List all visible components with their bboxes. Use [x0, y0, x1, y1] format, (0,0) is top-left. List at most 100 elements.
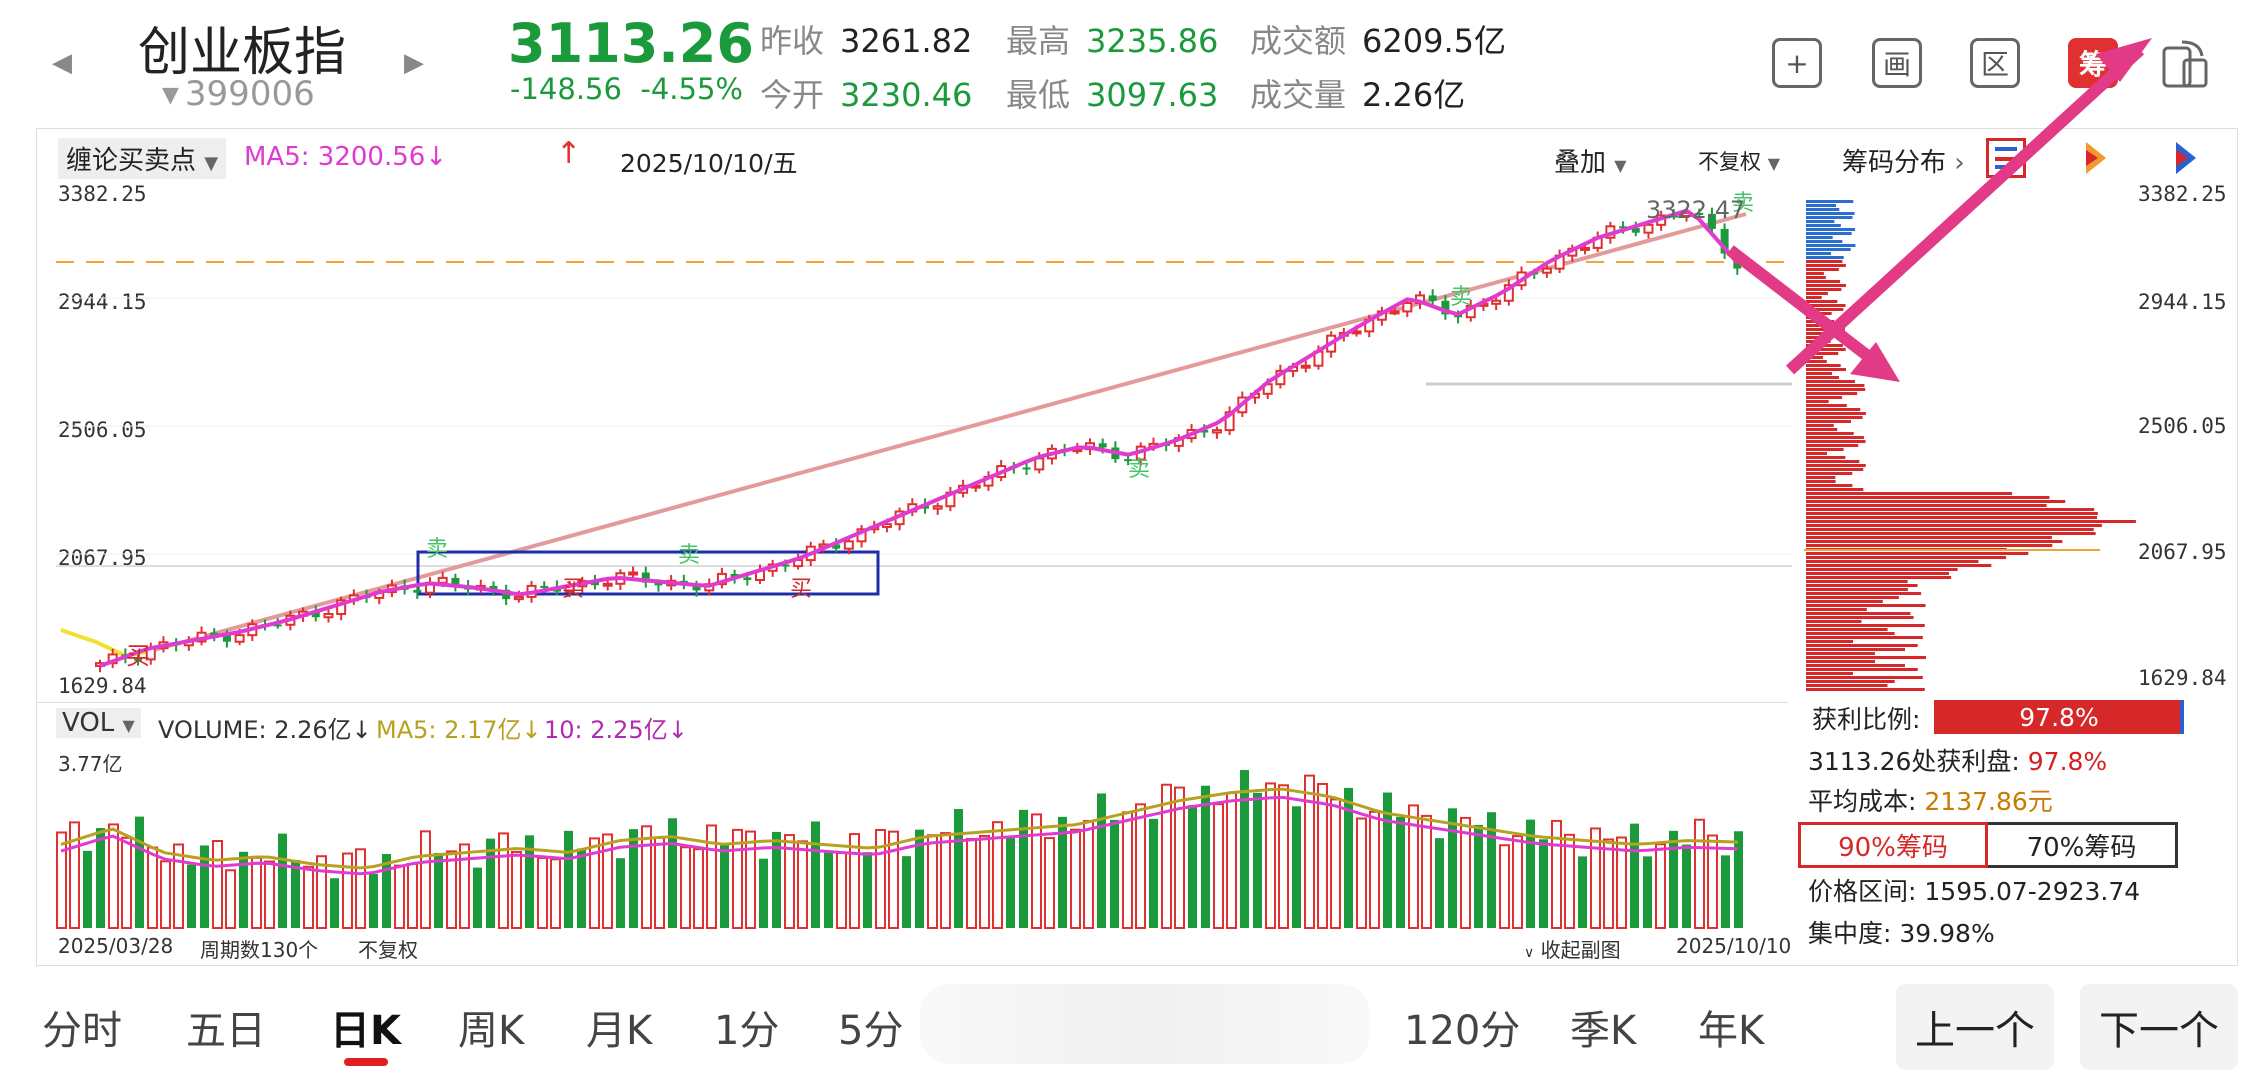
tab-yearly-k[interactable]: 年K	[1698, 1008, 1765, 1054]
chip-bar	[1806, 508, 2095, 511]
indicator-selector[interactable]: 缠论买卖点 ▼	[58, 138, 227, 179]
chevron-down-icon: ▼	[204, 153, 219, 174]
chip-bar	[1806, 676, 1923, 679]
buy-marker-2: 买	[562, 577, 584, 602]
volume-bar	[264, 860, 275, 929]
tab-quarterly-k[interactable]: 季K	[1570, 1008, 1637, 1054]
tab-1min[interactable]: 1分	[714, 1008, 780, 1054]
volume-bar	[616, 858, 625, 928]
volume-max-label: 3.77亿	[58, 752, 123, 776]
candle	[1389, 310, 1400, 315]
chip-bar	[1806, 476, 1836, 479]
volume-bar	[1201, 785, 1210, 928]
candle	[413, 589, 422, 593]
volume-bar	[875, 828, 886, 929]
volume-bar	[1564, 833, 1575, 929]
chip-bar	[1806, 672, 1853, 675]
chip-bar	[1806, 220, 1835, 223]
volume-bar	[992, 821, 1003, 929]
volume-bar	[1070, 828, 1081, 930]
volume-bar	[160, 860, 171, 929]
volume-bar	[720, 845, 729, 928]
volume-bar	[473, 867, 482, 928]
tab-90-chips[interactable]: 90%筹码	[1798, 822, 1988, 868]
volume-bar	[940, 832, 951, 929]
candle	[1643, 223, 1654, 234]
chevron-down-icon: ▼	[162, 83, 179, 108]
overlay-selector[interactable]: 叠加 ▼	[1554, 148, 1627, 178]
candle	[1631, 227, 1640, 233]
tab-120min[interactable]: 120分	[1404, 1008, 1521, 1054]
volume-indicator-selector[interactable]: VOL ▼	[56, 708, 141, 738]
candle	[743, 577, 752, 581]
chip-bar	[1806, 564, 1992, 567]
chip-bar	[1806, 348, 1846, 351]
draw-tool-button[interactable]: 画	[1872, 38, 1922, 88]
chart-frame	[36, 128, 2238, 966]
volume-bar	[537, 856, 548, 929]
y-label-top: 3382.25	[58, 182, 147, 206]
candle	[1541, 267, 1552, 274]
sell-marker: 卖	[426, 537, 448, 562]
chip-bar	[1806, 584, 1918, 587]
volume-bar	[394, 864, 405, 929]
chip-bar	[1806, 396, 1843, 399]
chip-bar	[1806, 208, 1840, 211]
volume-bar	[1655, 843, 1666, 929]
next-stock-arrow-icon[interactable]: ▶	[404, 48, 424, 78]
chip-bar	[1806, 616, 1914, 619]
rotate-screen-icon[interactable]	[2160, 36, 2210, 90]
volume-bar	[1669, 830, 1678, 928]
add-watchlist-button[interactable]: +	[1772, 38, 1822, 88]
volume-bar	[1408, 804, 1419, 929]
consolidation-box	[416, 550, 880, 596]
candlestick-chart[interactable]: 买 买 买 卖 卖 卖 卖 卖 3322.47	[56, 186, 1792, 696]
volume-bar	[1317, 782, 1328, 929]
chip-bar	[1806, 652, 1875, 655]
chip-mode-icon-2-svg	[2086, 142, 2106, 174]
tab-monthly-k[interactable]: 月K	[586, 1008, 653, 1054]
volume-bar	[1603, 838, 1614, 929]
chip-mode-icon-3[interactable]	[2166, 138, 2206, 178]
collapse-subchart-button[interactable]: ∨ 收起副图	[1524, 938, 1621, 962]
volume-bar	[550, 858, 561, 929]
start-date: 2025/03/28	[58, 934, 174, 958]
tab-70-chips[interactable]: 70%筹码	[1988, 822, 2178, 868]
profit-ratio-bar: 97.8%	[1934, 700, 2184, 734]
chip-dist-label[interactable]: 筹码分布 ›	[1842, 148, 1965, 178]
tab-intraday[interactable]: 分时	[42, 1008, 122, 1054]
chip-bar	[1806, 356, 1823, 359]
chip-mode-icon-2[interactable]	[2076, 138, 2116, 178]
prev-stock-button[interactable]: 上一个	[1896, 984, 2054, 1070]
tab-weekly-k[interactable]: 周K	[458, 1008, 525, 1054]
y-label-right-bottom: 1629.84	[2138, 666, 2227, 690]
tab-5min[interactable]: 5分	[838, 1008, 904, 1054]
price-change: -148.56 -4.55%	[510, 72, 743, 106]
chip-bar	[1806, 496, 2050, 499]
volume-bar	[784, 834, 795, 929]
chip-bar	[1806, 668, 1918, 671]
index-code[interactable]: ▼ 399006	[162, 74, 315, 114]
chip-bar	[1806, 284, 1846, 287]
volume-bar	[577, 848, 586, 928]
chip-bar	[1806, 636, 1923, 639]
next-stock-button[interactable]: 下一个	[2080, 984, 2238, 1070]
candle	[932, 505, 943, 510]
chip-bar	[1806, 648, 1906, 651]
volume-bar	[1539, 839, 1548, 928]
zone-stats-button[interactable]: 区	[1970, 38, 2020, 88]
chip-bar	[1806, 492, 2013, 495]
chip-bar	[1806, 460, 1860, 463]
adjust-selector[interactable]: 不复权 ▼	[1698, 150, 1780, 174]
tab-5day[interactable]: 五日	[186, 1008, 266, 1054]
volume-bar	[1265, 782, 1276, 929]
volume-bar	[420, 830, 431, 929]
prev-close: 昨收 3261.82	[760, 22, 973, 60]
prev-stock-arrow-icon[interactable]: ◀	[52, 48, 72, 78]
tab-daily-k[interactable]: 日K	[330, 1008, 401, 1054]
volume-bar	[200, 845, 209, 928]
chip-bar	[1806, 688, 1925, 691]
chip-range-tabs: 90%筹码 70%筹码	[1798, 822, 2178, 868]
candle	[1441, 300, 1450, 315]
chip-bar	[1806, 336, 1819, 339]
